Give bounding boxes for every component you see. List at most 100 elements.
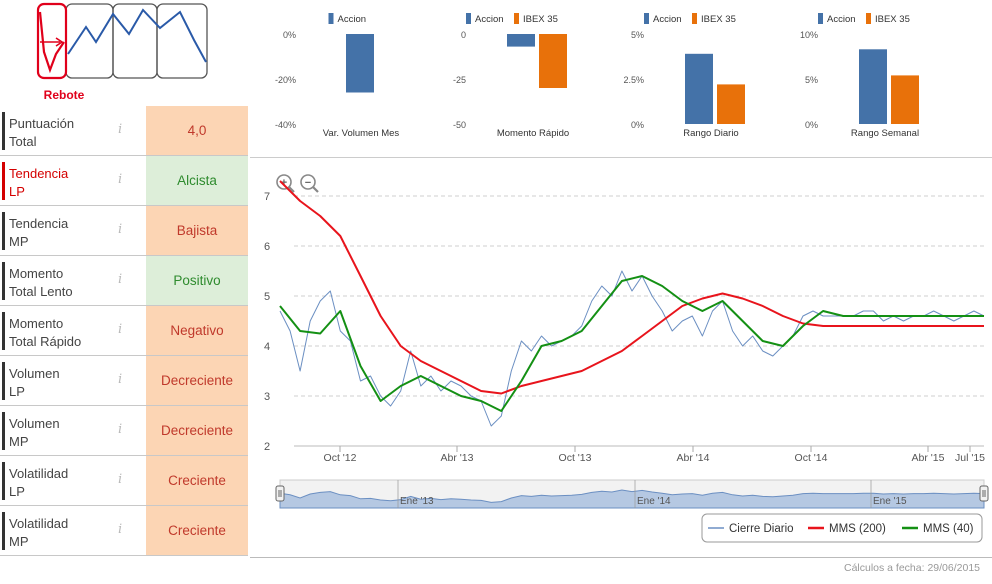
bar-chart-title: Rango Semanal xyxy=(851,128,919,139)
info-icon[interactable]: i xyxy=(118,122,123,137)
legend-label: Accion xyxy=(827,14,856,25)
svg-text:−: − xyxy=(305,177,311,189)
series-mms-200 xyxy=(279,180,984,395)
legend-swatch xyxy=(514,13,519,24)
info-icon[interactable]: i xyxy=(118,372,123,387)
row-marker xyxy=(2,312,5,350)
zoom-in-icon[interactable]: + xyxy=(276,174,295,193)
legend-swatch xyxy=(328,13,334,24)
bar xyxy=(507,34,535,47)
pattern-box-4 xyxy=(156,3,208,79)
legend-swatch xyxy=(644,13,649,24)
svg-text:+: + xyxy=(281,177,287,189)
bar xyxy=(891,75,919,124)
navigator-handle-left[interactable] xyxy=(275,485,285,502)
score-row: Momento Total Lento i Positivo xyxy=(0,256,248,306)
x-tick-label: Oct '13 xyxy=(559,452,592,464)
score-label: Volatilidad LP xyxy=(9,466,69,499)
bar xyxy=(685,53,713,124)
bar xyxy=(717,84,745,124)
info-icon[interactable]: i xyxy=(118,472,123,487)
legend-label: Accion xyxy=(653,14,682,25)
y-tick-label: 5% xyxy=(631,30,644,40)
info-icon[interactable]: i xyxy=(118,272,123,287)
y-tick-label: 5 xyxy=(264,291,270,303)
score-value: Decreciente xyxy=(146,356,248,405)
y-tick-label: 6 xyxy=(264,241,270,253)
y-tick-label: 3 xyxy=(264,391,270,403)
series-cierre-diario xyxy=(279,270,985,427)
y-tick-label: -50 xyxy=(453,120,466,130)
bar xyxy=(539,34,567,88)
zoom-out-icon[interactable]: − xyxy=(300,174,319,193)
legend-swatch xyxy=(692,13,697,24)
chart-legend: Cierre Diario MMS (200) MMS (40) xyxy=(701,513,983,543)
legend-label: IBEX 35 xyxy=(523,14,558,25)
score-row: Volumen LP i Decreciente xyxy=(0,356,248,406)
score-label: Tendencia LP xyxy=(9,166,69,199)
pattern-box-3 xyxy=(112,3,158,79)
info-icon[interactable]: i xyxy=(118,172,123,187)
score-row: Volumen MP i Decreciente xyxy=(0,406,248,456)
y-tick-label: 2 xyxy=(264,441,270,453)
legend-label: Cierre Diario xyxy=(729,523,794,535)
navigator-series xyxy=(279,489,985,509)
navigator-label: Ene '13 xyxy=(400,496,434,507)
row-marker xyxy=(2,412,5,450)
legend-label: Accion xyxy=(338,14,367,25)
score-label: Volumen MP xyxy=(9,416,60,449)
y-tick-label: -40% xyxy=(275,120,296,130)
series-mms-40 xyxy=(279,275,984,412)
info-icon[interactable]: i xyxy=(118,222,123,237)
bar-chart-rango-semanal: Accion IBEX 35 10% 5% 0% Rango Semanal xyxy=(800,13,919,139)
bar-chart-title: Rango Diario xyxy=(683,128,738,139)
x-tick-label: Abr '15 xyxy=(912,452,945,464)
y-tick-label: -20% xyxy=(275,75,296,85)
score-label: Puntuación Total xyxy=(9,116,75,149)
navigator-handle-right[interactable] xyxy=(979,485,989,502)
legend-label: Accion xyxy=(475,14,504,25)
y-tick-label: 0% xyxy=(631,120,644,130)
row-marker xyxy=(2,512,5,550)
pattern-icon: Rebote xyxy=(36,2,208,102)
bar xyxy=(346,34,374,93)
score-value: Alcista xyxy=(146,156,248,205)
x-tick-label: Abr '14 xyxy=(677,452,710,464)
bar-chart-title: Var. Volumen Mes xyxy=(323,128,400,139)
y-tick-label: 7 xyxy=(264,191,270,203)
legend-label: IBEX 35 xyxy=(875,14,910,25)
info-icon[interactable]: i xyxy=(118,522,123,537)
y-tick-label: 0% xyxy=(283,30,296,40)
calc-date: Cálculos a fecha: 29/06/2015 xyxy=(843,562,980,574)
score-value: Decreciente xyxy=(146,406,248,455)
pattern-arrowhead xyxy=(55,37,64,47)
bar-chart-title: Momento Rápido xyxy=(497,128,569,139)
x-tick-label: Oct '12 xyxy=(324,452,357,464)
y-tick-label: 0% xyxy=(805,120,818,130)
pattern-rebound-line xyxy=(38,11,65,74)
row-marker xyxy=(2,262,5,300)
score-value: Positivo xyxy=(146,256,248,305)
bar-chart-momento: Accion IBEX 35 0 -25 -50 Momento Rápido xyxy=(453,13,569,139)
info-icon[interactable]: i xyxy=(118,322,123,337)
navigator[interactable]: Ene '13 Ene '14 Ene '15 xyxy=(275,479,989,509)
y-tick-label: 5% xyxy=(805,75,818,85)
navigator-label: Ene '15 xyxy=(873,496,907,507)
row-marker xyxy=(2,212,5,250)
legend-box xyxy=(701,513,983,543)
legend-label: IBEX 35 xyxy=(701,14,736,25)
price-chart: + − 7 6 5 4 3 2 Oct '12 Abr '13 Oct '13 Abr '14 Oct … xyxy=(264,174,989,543)
info-icon[interactable]: i xyxy=(118,422,123,437)
y-tick-label: 4 xyxy=(264,341,270,353)
bar-chart-volumen: Accion 0% -20% -40% Var. Volumen Mes xyxy=(275,13,400,139)
score-row: Volatilidad LP i Creciente xyxy=(0,456,248,506)
x-tick-label: Jul '15 xyxy=(955,452,985,464)
score-row: Momento Total Rápido i Negativo xyxy=(0,306,248,356)
row-marker xyxy=(2,462,5,500)
x-tick-label: Oct '14 xyxy=(795,452,828,464)
chart-top-divider xyxy=(250,157,992,158)
navigator-label: Ene '14 xyxy=(637,496,671,507)
bar-chart-rango-diario: Accion IBEX 35 5% 2.5% 0% Rango Diario xyxy=(623,13,745,139)
score-value: 4,0 xyxy=(146,106,248,155)
score-label: Momento Total Rápido xyxy=(9,316,82,349)
